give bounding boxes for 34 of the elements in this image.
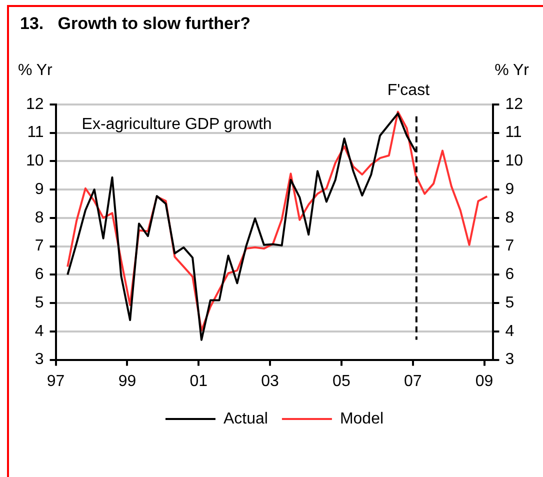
y-tick-label: 10 [26, 152, 44, 170]
y-tick-label: 6 [34, 266, 44, 284]
legend-label: Model [340, 410, 384, 428]
y-tick-label: 8 [34, 209, 44, 226]
x-tick-label: 01 [190, 372, 208, 390]
y-tick-label: 3 [34, 351, 44, 368]
y2-tick-label: 4 [505, 322, 514, 340]
x-tick-label: 99 [118, 372, 136, 390]
annotation: Ex-agriculture GDP growth [82, 116, 272, 133]
y-tick-label: 4 [34, 322, 44, 340]
y2-tick-label: 9 [505, 180, 514, 198]
y-axis-title: % Yr [18, 62, 54, 79]
y2-tick-label: 7 [505, 238, 514, 255]
y-tick-label: 12 [26, 96, 44, 113]
x-tick-label: 05 [332, 372, 350, 390]
y2-tick-label: 5 [505, 294, 514, 312]
y2-tick-label: 10 [505, 152, 524, 170]
x-tick-label: 03 [261, 372, 280, 390]
legend-label: Actual [223, 410, 268, 428]
y-tick-label: 11 [27, 124, 44, 142]
y-tick-label: 9 [34, 180, 44, 198]
y-tick-label: 5 [34, 294, 44, 312]
y2-tick-label: 3 [505, 351, 514, 368]
y2-tick-label: 11 [505, 124, 522, 142]
y2-tick-label: 8 [505, 209, 514, 226]
x-tick-label: 09 [475, 372, 494, 390]
y2-tick-label: 6 [505, 266, 514, 284]
ref-line-label: F'cast [387, 82, 430, 99]
y2-tick-label: 12 [505, 96, 524, 113]
y-tick-label: 7 [34, 238, 44, 255]
x-tick-label: 97 [46, 372, 65, 390]
y2-axis-title: % Yr [494, 62, 530, 79]
x-tick-label: 07 [404, 372, 422, 390]
chart-title: 13. Growth to slow further? [20, 14, 250, 33]
